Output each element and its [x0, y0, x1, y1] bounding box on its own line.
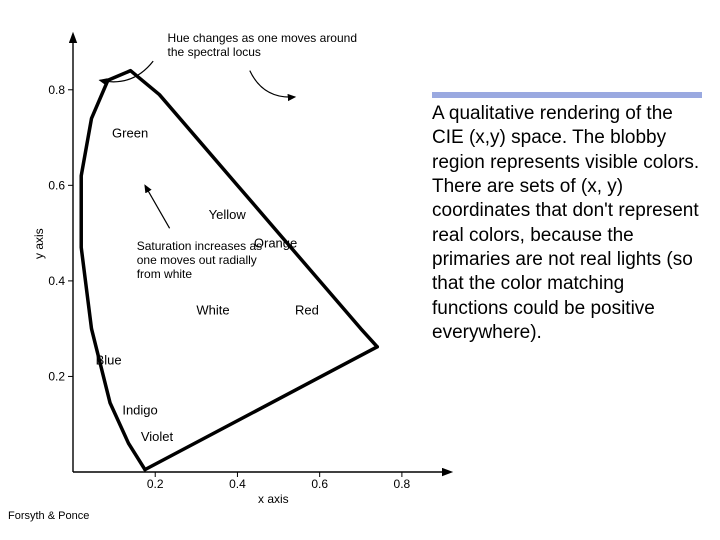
diagram-svg: 0.20.40.60.80.20.40.60.8GreenYellowOrang… [28, 24, 458, 504]
x-axis-label: x axis [258, 492, 289, 506]
svg-text:0.2: 0.2 [48, 369, 65, 383]
svg-text:Indigo: Indigo [122, 403, 157, 418]
svg-text:0.2: 0.2 [147, 477, 164, 491]
svg-text:0.4: 0.4 [48, 274, 65, 288]
svg-text:the spectral locus: the spectral locus [168, 45, 261, 59]
svg-text:0.8: 0.8 [394, 477, 411, 491]
svg-text:Green: Green [112, 126, 148, 141]
svg-text:Hue changes as one moves aroun: Hue changes as one moves around [168, 31, 357, 45]
y-axis-label: y axis [32, 228, 46, 259]
attribution-text: Forsyth & Ponce [8, 510, 89, 522]
svg-text:0.6: 0.6 [48, 178, 65, 192]
svg-text:Blue: Blue [96, 353, 122, 368]
svg-text:Saturation increases as: Saturation increases as [137, 239, 262, 253]
svg-text:from white: from white [137, 267, 193, 281]
svg-text:0.8: 0.8 [48, 83, 65, 97]
caption-text: A qualitative rendering of the CIE (x,y)… [432, 102, 704, 345]
svg-text:0.4: 0.4 [229, 477, 246, 491]
svg-text:one moves out radially: one moves out radially [137, 253, 257, 267]
svg-text:Yellow: Yellow [209, 207, 247, 222]
svg-text:0.6: 0.6 [311, 477, 328, 491]
svg-text:Red: Red [295, 302, 319, 317]
cie-diagram: y axis x axis 0.2 0.4 0.6 0.8 0.2 0.4 0.6 0.8 Gr… [28, 24, 458, 504]
accent-bar [432, 92, 702, 98]
svg-text:Violet: Violet [141, 429, 174, 444]
svg-text:White: White [196, 302, 229, 317]
